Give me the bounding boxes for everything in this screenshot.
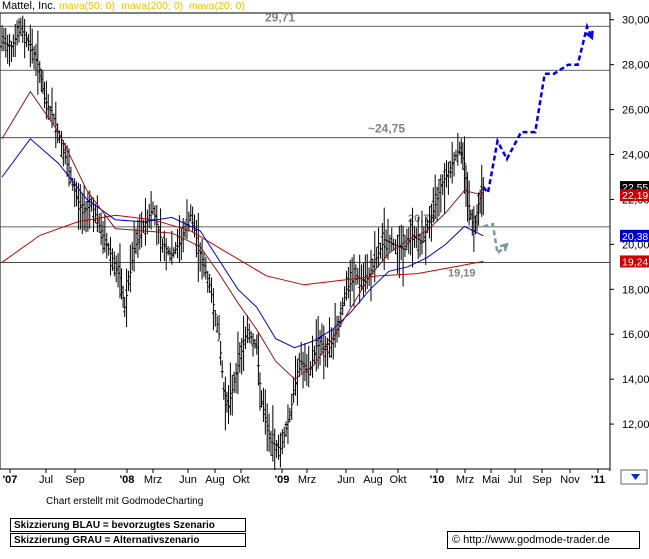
y-tick-label: 28,00 [622,60,649,72]
y-tick-label: 20,00 [622,239,649,251]
x-tick-label: Aug [205,474,225,486]
source-url[interactable]: © http://www.godmode-trader.de [447,531,640,549]
y-tick-label: 26,00 [622,105,649,117]
x-tick-label: Okt [389,474,406,486]
price-tag [620,189,649,202]
y-axis: 12,0014,0016,0018,0020,0022,0024,0026,00… [610,15,649,431]
x-tick-label: '11 [591,474,605,486]
y-tick-label: 24,00 [622,150,649,162]
chart-title: Mattel, Inc. [2,0,56,12]
level-label: 19,19 [448,268,476,280]
indicator-label: mava(20; 0) [189,0,245,12]
x-tick-label: Jul [508,474,522,486]
price-tag-label: 19,24 [622,256,648,268]
indicator-label: mava(50; 0) [59,0,115,12]
chart-credit: Chart erstellt mit GodmodeCharting [46,496,204,507]
x-tick-label: Jun [337,474,355,486]
x-axis: '07 Jul Sep '08 Mrz Jun Aug Okt '09 Mrz Jun Aug Okt '… [3,469,648,486]
x-tick-label: Okt [232,474,249,486]
x-tick-label: '08 [120,474,135,486]
y-tick-label: 16,00 [622,329,649,341]
price-tag [620,255,649,268]
x-tick-label: Nov [560,474,580,486]
x-tick-label: Mai [482,474,500,486]
mava50-line [1,138,484,349]
x-tick-label: '07 [3,474,18,486]
mava20-line [1,90,484,380]
x-tick-label: Sep [532,474,552,486]
mava200-line [1,214,484,286]
x-tick-label: Jun [179,474,197,486]
gray-scenario-arrowhead [499,242,509,252]
price-tag [620,229,649,242]
indicator-label: mava(200; 0) [121,0,183,12]
y-tick-label: 18,00 [622,284,649,296]
blue-scenario-path [482,22,593,196]
chart-series [0,15,485,471]
chart-frame [0,12,611,471]
x-tick-label: Sep [65,474,85,486]
level-label: ~24,75 [368,122,405,136]
gray-scenario-path [483,222,508,256]
blue-scenario-note: Skizzierung BLAU = bevorzugtes Szenario [10,518,246,532]
price-tag-label: 20,38 [622,231,648,243]
chart-header: Mattel, Inc. mava(50; 0) mava(200; 0) mava(… [2,0,245,12]
x-tick-label: Aug [363,474,383,486]
plot-area [0,12,611,470]
y-tick-label: 30,00 [622,15,649,27]
x-tick-label: Mrz [456,474,474,486]
x-tick-label: Mrz [298,474,316,486]
level-label: 29,71 [265,10,295,24]
x-tick-label: '10 [430,474,445,486]
y-tick-label: 12,00 [622,419,649,431]
x-tick-label: Mrz [144,474,162,486]
x-tick-label: Jul [39,474,53,486]
x-tick-label: '09 [275,474,290,486]
y-tick-label: 14,00 [622,374,649,386]
gray-scenario-note: Skizzierung GRAU = Alternativszenario [10,533,246,547]
blue-scenario-arrowhead [585,30,594,41]
chevron-down-icon [631,474,640,480]
price-tag-label: 22,19 [622,190,648,202]
scenario-sketches [482,22,594,256]
